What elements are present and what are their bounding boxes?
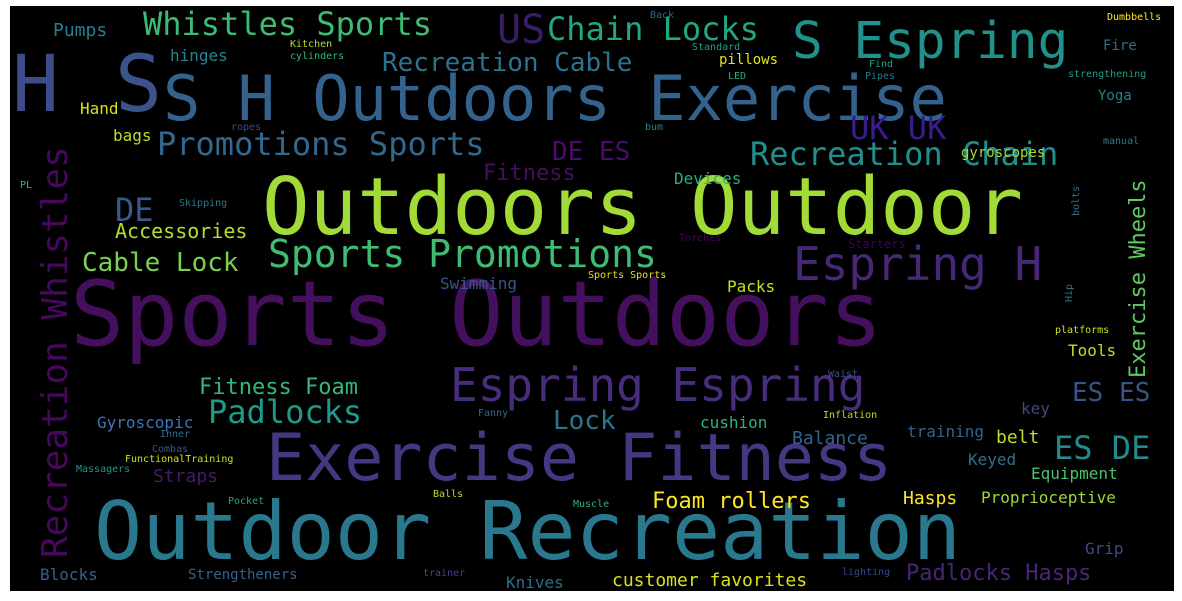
cloud-word: DE — [115, 191, 154, 229]
cloud-word: Devices — [674, 169, 742, 188]
cloud-word: DE ES — [552, 137, 631, 167]
cloud-word: PL — [20, 180, 33, 191]
cloud-word: Espring Espring — [450, 358, 866, 412]
cloud-word: Swimming — [440, 274, 518, 293]
cloud-word: gyroscopes — [961, 145, 1046, 161]
cloud-word: hinges — [170, 46, 228, 65]
word-cloud: Sports Outdoors Outdoors Outdoor Outdoor… — [10, 6, 1174, 591]
cloud-word: Recreation Whistles — [35, 146, 76, 558]
cloud-word: Pipes — [865, 71, 896, 82]
cloud-word: customer favorites — [612, 570, 808, 591]
cloud-word: Hasps — [903, 488, 958, 509]
cloud-word: Lock — [553, 406, 616, 436]
cloud-word: Skipping — [179, 198, 228, 209]
cloud-word: Exercise Fitness — [266, 421, 893, 496]
cloud-word: belt — [996, 427, 1040, 448]
cloud-word: Fanny — [478, 408, 509, 419]
cloud-word: Sports Sports — [588, 270, 667, 281]
cloud-word: Straps — [153, 466, 219, 487]
cloud-word: Strengtheners — [188, 567, 298, 583]
cloud-word: Standard — [692, 42, 741, 53]
cloud-word: Proprioceptive — [981, 488, 1116, 507]
cloud-word: Balls — [433, 489, 464, 500]
cloud-word: Hip — [1064, 283, 1075, 302]
cloud-word: Find — [869, 59, 894, 70]
cloud-word: Espring H — [793, 237, 1043, 291]
cloud-word: Exercise Wheels — [1126, 179, 1151, 378]
cloud-word: Torches — [679, 233, 722, 244]
cloud-word: Equipment — [1031, 464, 1118, 483]
cloud-word: Sports Outdoors — [70, 262, 883, 367]
cloud-word: Combas — [152, 444, 189, 455]
cloud-word: FunctionalTraining — [125, 454, 234, 465]
cloud-word: bags — [113, 126, 152, 145]
cloud-word: Outdoor Recreation — [94, 485, 961, 578]
cloud-word: Starters — [848, 237, 906, 251]
cloud-word: Padlocks — [208, 393, 363, 431]
cloud-word: strengthening — [1068, 69, 1147, 80]
cloud-word: cylinders — [290, 51, 345, 62]
cloud-word: Knives — [506, 573, 564, 591]
cloud-word: Balance — [792, 428, 868, 449]
cloud-word: ES ES — [1072, 378, 1151, 408]
cloud-word: Fitness Foam — [199, 375, 358, 400]
cloud-word: Hand — [80, 99, 119, 118]
cloud-word: Inner — [160, 429, 191, 440]
cloud-word: key — [1021, 399, 1050, 418]
cloud-word: Recreation Chain — [750, 135, 1059, 173]
cloud-word: LED — [728, 71, 747, 82]
cloud-word: UK UK — [850, 109, 947, 147]
cloud-word: Recreation Cable — [382, 48, 633, 78]
cloud-word: Back — [650, 10, 675, 21]
cloud-word: bum — [645, 122, 664, 133]
cloud-word: manual — [1103, 136, 1140, 147]
cloud-word: Outdoors Outdoor — [262, 161, 1023, 253]
cloud-word: Pumps — [53, 20, 108, 41]
cloud-word: Grip — [1085, 539, 1124, 558]
cloud-word: Inflation — [823, 410, 878, 421]
cloud-word: S H Outdoors Exercise — [163, 62, 947, 135]
cloud-word: Gyroscopic — [97, 413, 194, 432]
cloud-word: cushion — [700, 413, 768, 432]
cloud-word: Fire — [1103, 38, 1137, 54]
cloud-word: Keyed — [968, 450, 1017, 469]
cloud-word: trainer — [423, 568, 466, 579]
cloud-word: Tools — [1068, 341, 1117, 360]
cloud-word: Yoga — [1098, 88, 1132, 104]
cloud-word: Muscle — [573, 499, 610, 510]
cloud-word: Whistles Sports — [143, 6, 432, 43]
cloud-word: Promotions Sports — [157, 125, 485, 163]
cloud-word: S — [115, 40, 162, 130]
cloud-word: Dumbbells — [1107, 12, 1162, 23]
cloud-word: Foam rollers — [652, 489, 811, 514]
cloud-word: S Espring — [792, 12, 1069, 71]
cloud-word: ropes — [231, 122, 262, 133]
cloud-word: Blocks — [40, 565, 98, 584]
cloud-word: Massagers — [76, 464, 131, 475]
cloud-word: Waist — [828, 369, 859, 380]
cloud-word: training — [907, 422, 985, 441]
cloud-word: Fitness — [483, 161, 576, 186]
cloud-word: Pocket — [228, 496, 265, 507]
cloud-word: Cable Lock — [82, 248, 239, 278]
cloud-word: Padlocks Hasps — [906, 561, 1092, 586]
cloud-word: bolts — [1071, 185, 1082, 216]
cloud-word: US — [497, 7, 546, 53]
cloud-word: Accessories — [115, 219, 248, 243]
cloud-word: platforms — [1055, 325, 1110, 336]
cloud-word: Chain Locks — [547, 10, 759, 48]
cloud-word: ES DE — [1054, 429, 1151, 467]
cloud-word: Kitchen — [290, 39, 333, 50]
cloud-word: Sports Promotions — [268, 232, 657, 276]
cloud-word: lighting — [842, 567, 891, 578]
cloud-word: Packs — [727, 277, 776, 296]
cloud-word: H — [12, 40, 59, 130]
cloud-word: pillows — [719, 52, 779, 68]
